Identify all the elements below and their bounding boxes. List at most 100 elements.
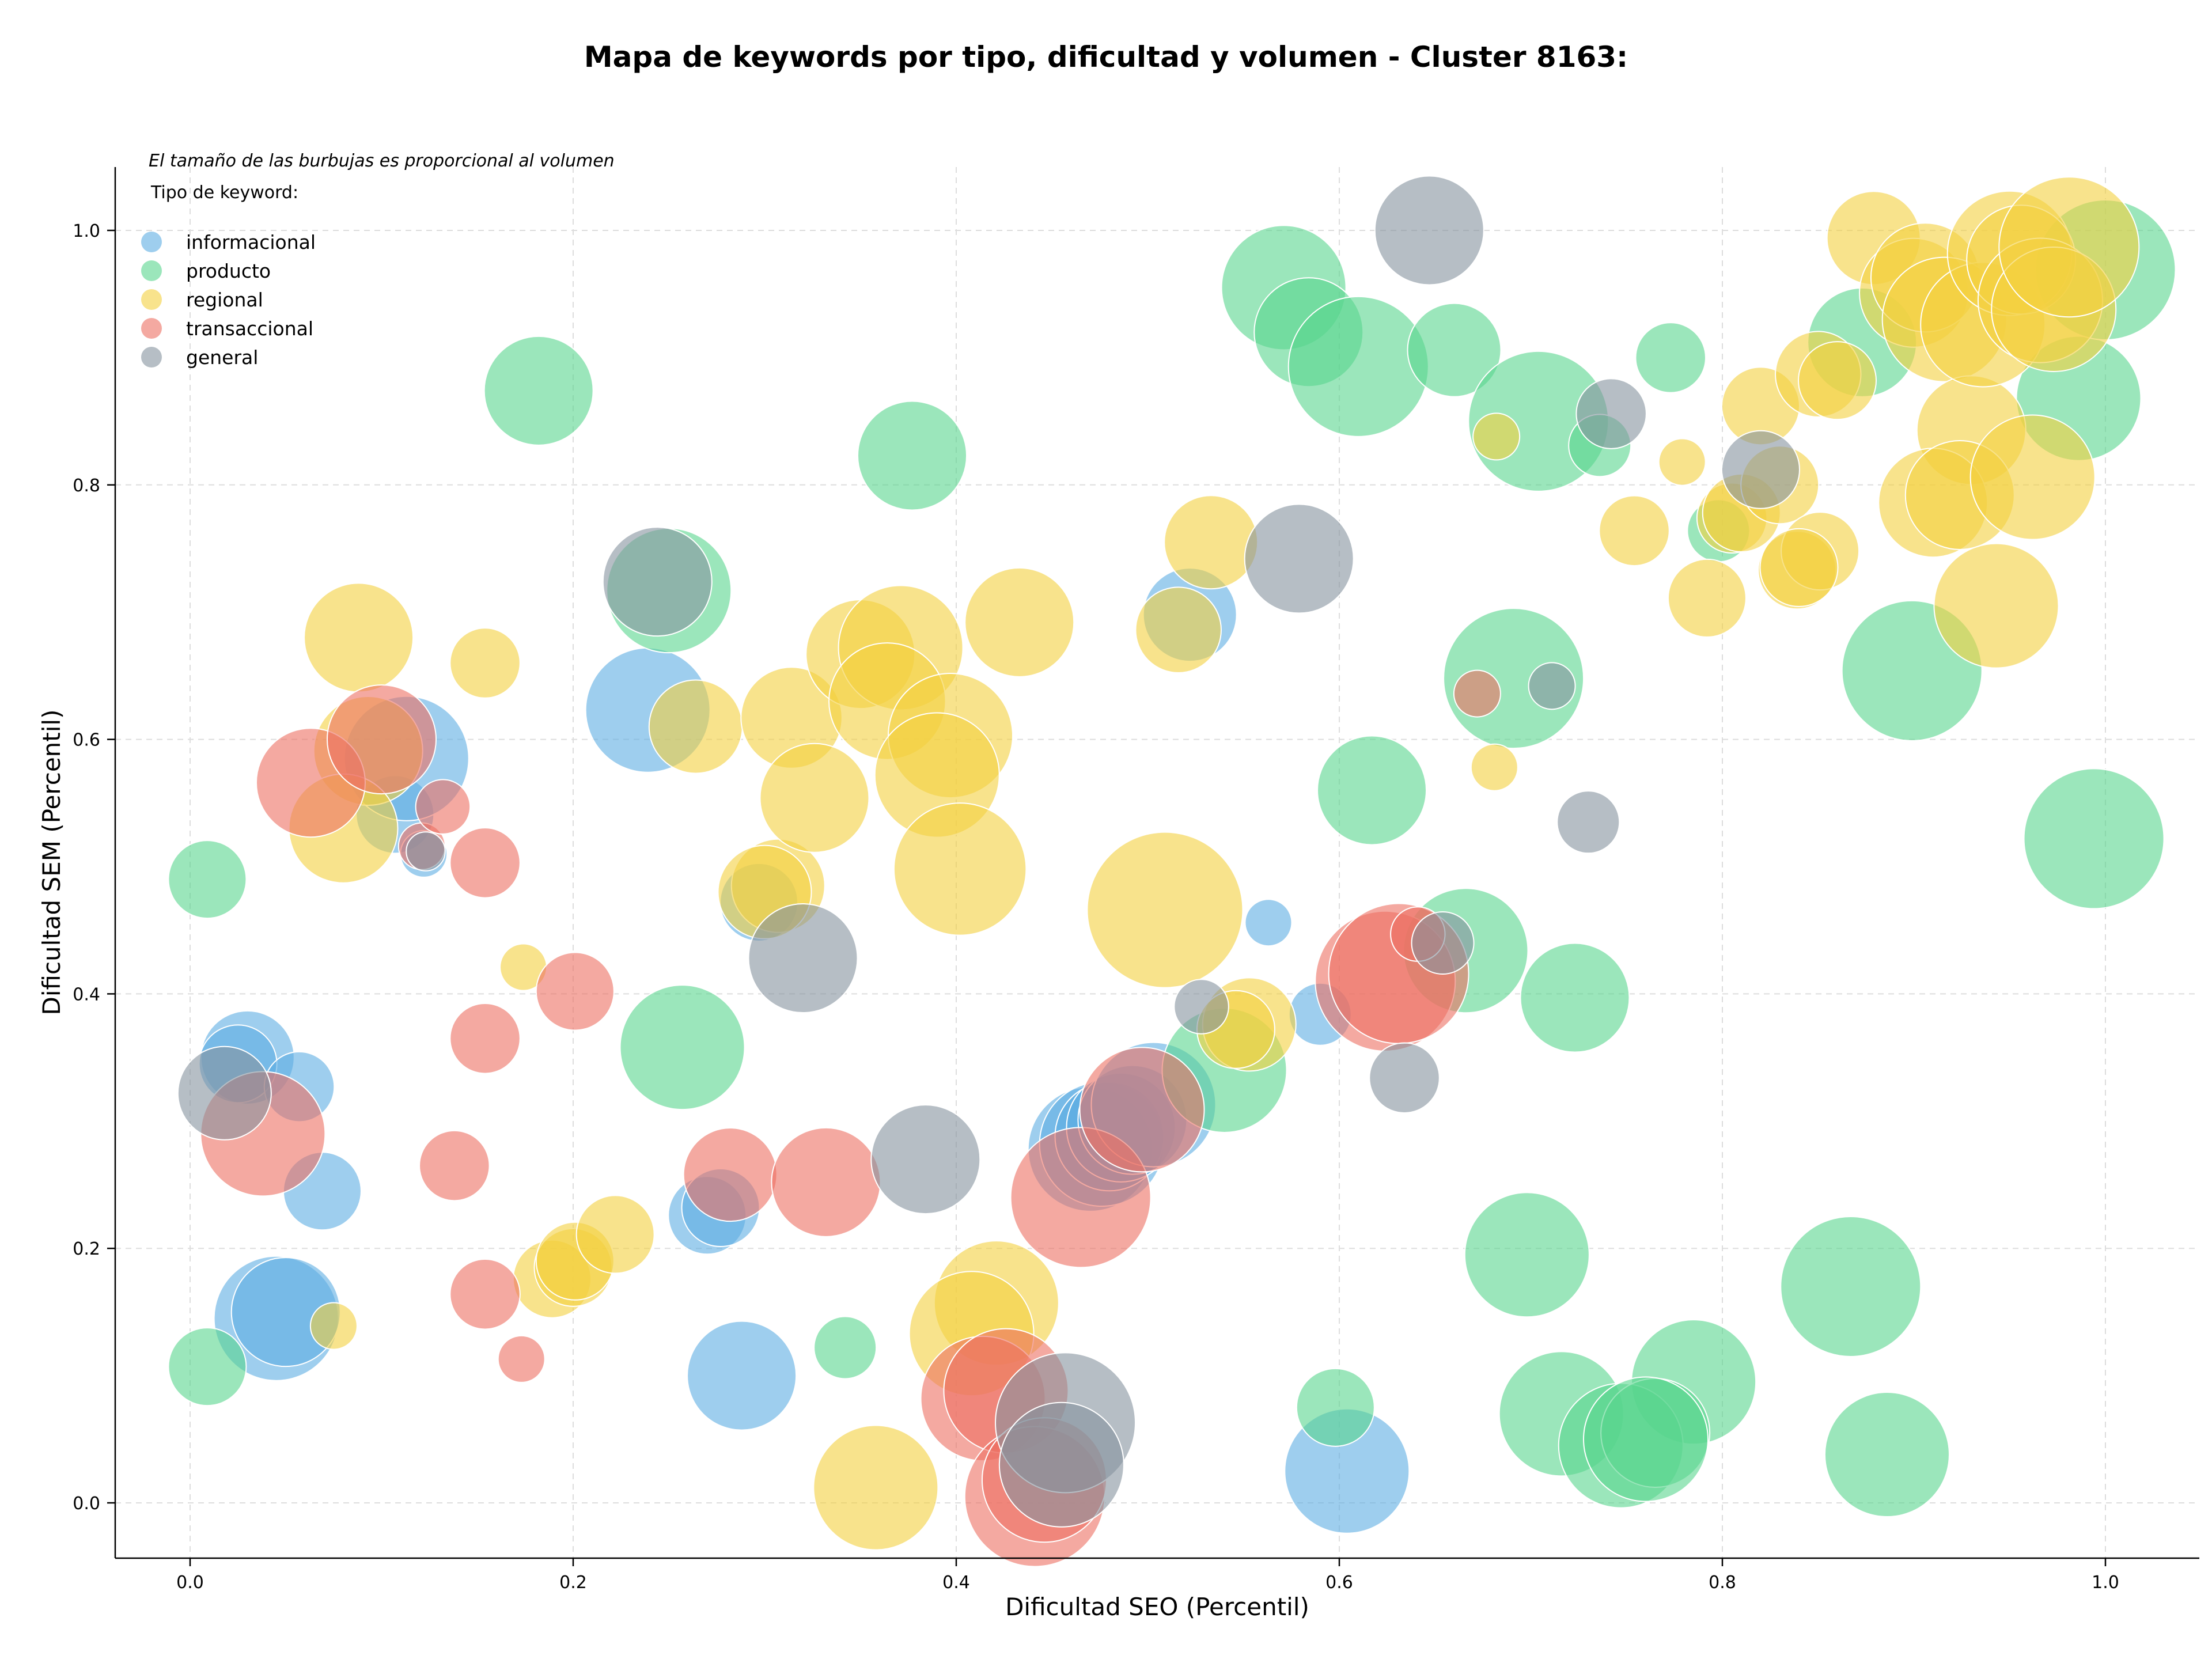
bubble-transaccional <box>327 684 437 795</box>
tick-layer: 0.0 0.0 0.2 0.2 0.4 0.4 0.6 0.6 0.8 0.8 1.0 1.0 <box>73 221 2119 1593</box>
bubble-regional <box>1086 831 1244 988</box>
bubble-general <box>406 831 446 872</box>
bubble-producto <box>1317 735 1427 846</box>
y-tick-label: 0.6 <box>73 730 100 751</box>
bubble-regional <box>1998 176 2140 318</box>
bubble-informacional <box>687 1320 797 1431</box>
bubble-regional <box>1164 495 1259 590</box>
bubble-regional <box>1470 743 1518 791</box>
bubble-transaccional <box>1079 1047 1205 1173</box>
bubble-general <box>1556 790 1620 854</box>
bubble-general <box>602 526 713 637</box>
bubble-transaccional <box>497 1335 546 1383</box>
bubble-producto <box>857 400 968 511</box>
bubble-regional <box>1658 438 1706 486</box>
legend-label-general: general <box>186 346 258 369</box>
bubble-producto <box>483 335 594 446</box>
x-axis-label: Dificultad SEO (Percentil) <box>1005 1593 1309 1621</box>
bubble-general <box>1173 979 1229 1035</box>
legend-marker-regional <box>141 289 162 310</box>
bubble-general <box>1411 911 1475 975</box>
y-tick-label: 0.0 <box>73 1494 100 1514</box>
bubble-regional <box>759 743 870 853</box>
x-tick-label: 0.6 <box>1325 1573 1353 1593</box>
bubble-regional <box>1599 495 1670 567</box>
bubble-regional <box>1472 412 1521 461</box>
bubble-producto <box>1464 1192 1590 1318</box>
bubble-transaccional <box>449 827 521 899</box>
bubble-producto <box>1583 1376 1709 1502</box>
x-tick-label: 0.8 <box>1709 1573 1736 1593</box>
bubble-transaccional <box>1453 669 1501 718</box>
y-tick-label: 0.4 <box>73 984 100 1005</box>
bubble-informacional <box>1244 899 1293 947</box>
bubble-general <box>1575 378 1647 449</box>
bubble-producto <box>1407 302 1502 397</box>
bubble-general <box>1528 662 1576 710</box>
bubble-regional <box>893 802 1027 936</box>
bubble-producto <box>1296 1367 1375 1447</box>
axes-layer <box>114 167 2199 1559</box>
size-note: El tamaño de las burbujas es proporciona… <box>149 151 615 171</box>
bubble-regional <box>1135 586 1222 673</box>
legend-title: Tipo de keyword: <box>150 183 298 203</box>
legend-marker-general <box>141 347 162 368</box>
y-tick-label: 0.2 <box>73 1239 100 1259</box>
bubble-layer <box>168 175 2176 1567</box>
y-tick-label: 0.8 <box>73 476 100 496</box>
x-tick-label: 0.0 <box>176 1573 204 1593</box>
legend-label-informacional: informacional <box>186 231 316 253</box>
bubble-regional <box>1798 341 1877 421</box>
bubble-transaccional <box>449 1258 521 1330</box>
x-tick-label: 1.0 <box>2092 1573 2119 1593</box>
bubble-regional <box>1933 543 2059 669</box>
bubble-regional <box>964 567 1075 677</box>
legend-label-producto: producto <box>186 260 271 282</box>
x-tick-label: 0.2 <box>559 1573 587 1593</box>
bubble-transaccional <box>449 1002 521 1074</box>
bubble-producto <box>2023 768 2165 910</box>
bubble-general <box>1244 503 1354 614</box>
bubble-regional <box>309 1302 358 1350</box>
bubble-producto <box>168 1327 247 1407</box>
bubble-producto <box>1520 942 1630 1053</box>
bubble-transaccional <box>771 1127 881 1237</box>
bubble-producto <box>1824 1392 1950 1518</box>
bubble-general <box>1374 175 1484 286</box>
legend: informacional producto regional transaccion… <box>141 231 316 369</box>
bubble-producto <box>619 984 745 1111</box>
bubble-regional <box>449 627 521 699</box>
bubble-regional <box>813 1425 939 1551</box>
legend-label-transaccional: transaccional <box>186 317 313 340</box>
bubble-producto <box>168 840 247 919</box>
bubble-general <box>870 1104 981 1215</box>
bubble-general <box>748 903 858 1014</box>
x-tick-label: 0.4 <box>942 1573 970 1593</box>
bubble-regional <box>304 582 414 693</box>
bubble-producto <box>813 1316 877 1380</box>
bubble-general <box>1369 1042 1440 1113</box>
bubble-transaccional <box>535 952 615 1031</box>
legend-marker-producto <box>141 260 162 281</box>
y-tick-label: 1.0 <box>73 221 100 241</box>
bubble-regional <box>1667 558 1747 638</box>
bubble-regional <box>575 1195 655 1274</box>
y-axis-label: Dificultad SEM (Percentil) <box>37 710 66 1016</box>
bubble-general <box>998 1401 1124 1528</box>
bubble-transaccional <box>683 1127 778 1222</box>
bubble-transaccional <box>419 1130 490 1202</box>
legend-label-regional: regional <box>186 289 263 311</box>
chart-title: Mapa de keywords por tipo, dificultad y … <box>584 40 1628 74</box>
bubble-producto <box>1287 296 1429 437</box>
bubble-regional <box>1759 528 1839 607</box>
bubble-producto <box>1780 1215 1922 1357</box>
bubble-general <box>177 1045 272 1141</box>
legend-marker-transaccional <box>141 318 162 339</box>
bubble-transaccional <box>415 779 471 835</box>
bubble-producto <box>1635 322 1706 393</box>
legend-marker-informacional <box>141 232 162 252</box>
bubble-regional <box>1969 414 2096 540</box>
bubble-regional <box>648 679 743 774</box>
